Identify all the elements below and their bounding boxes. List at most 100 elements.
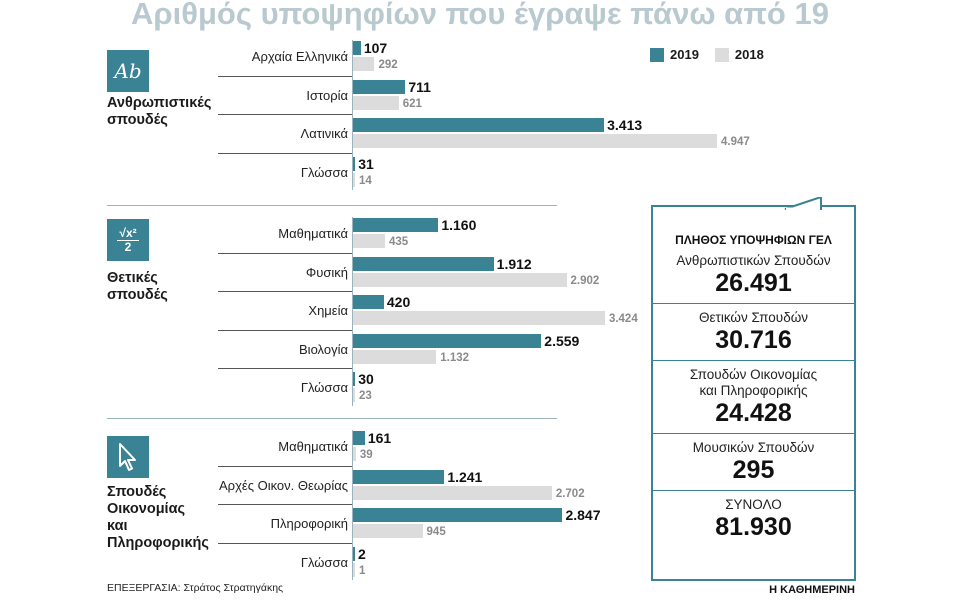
bar-2018 <box>353 134 717 148</box>
subject-label: Ιστορία <box>306 87 348 103</box>
value-label-2018: 292 <box>378 59 398 71</box>
panel-entry-value: 24.428 <box>715 399 792 427</box>
value-label-2019: 2.559 <box>544 332 580 349</box>
row-divider <box>218 114 352 115</box>
subject-label: Λατινικά <box>300 126 348 141</box>
group-label-line: Οικονομίας <box>107 501 186 517</box>
panel-entry-label: Θετικών Σπουδών <box>699 310 808 325</box>
legend-label-2018: 2018 <box>734 47 764 62</box>
legend-swatch-2019 <box>650 47 664 62</box>
cursor-arrow-glyph <box>119 443 136 471</box>
group-label-line: Ανθρωπιστικές <box>107 95 212 111</box>
bar-2018 <box>353 349 437 364</box>
panel-entries: Ανθρωπιστικών Σπουδών 26.491 Θετικών Σπουδ… <box>653 253 854 541</box>
legend-item-2018: 2018 <box>714 47 764 62</box>
panel-entry-label: Σπουδών Οικονομίας <box>689 367 818 382</box>
subject-label: Γλώσσα <box>300 554 348 570</box>
group-label-line: και <box>107 518 128 534</box>
legend-swatch-2018 <box>714 47 729 62</box>
group-separator <box>107 418 557 419</box>
group-label: Ανθρωπιστικές σπουδές <box>107 95 211 129</box>
bar-2019 <box>353 469 445 484</box>
bar-2019 <box>353 218 439 232</box>
group-separator <box>107 205 557 206</box>
legend-label-2019: 2019 <box>670 47 699 62</box>
value-axis <box>352 430 353 580</box>
subject-label: Πληροφορική <box>270 516 348 531</box>
subject-label: Φυσική <box>305 264 348 280</box>
bar-2018 <box>353 234 385 248</box>
panel-entry: Ανθρωπιστικών Σπουδών 26.491 <box>653 253 854 297</box>
bar-2019 <box>353 546 355 561</box>
panel-divider <box>653 360 854 361</box>
bar-2019 <box>353 431 365 445</box>
bar-2018 <box>353 272 567 287</box>
value-label-2019: 2.847 <box>565 507 601 523</box>
panel-entry: Θετικών Σπουδών 30.716 <box>653 310 854 354</box>
formula-denominator: 2 <box>124 239 132 254</box>
value-label-2019: 1.241 <box>447 468 483 485</box>
subject-label: Χημεία <box>308 303 348 318</box>
panel-entry-value: 26.491 <box>715 269 792 297</box>
value-label-2019: 3.413 <box>607 117 643 133</box>
panel-entry-value: 30.716 <box>715 326 792 354</box>
row-divider <box>218 465 352 467</box>
formula-numerator: √x² <box>117 225 139 241</box>
bar-2019 <box>353 295 384 309</box>
panel-entry: Μουσικών Σπουδών 295 <box>653 440 854 484</box>
bar-2018 <box>353 562 355 577</box>
totals-panel: ΠΛΗΘΟΣ ΥΠΟΨΗΦΙΩΝ ΓΕΛ Ανθρωπιστικών Σπουδ… <box>651 205 856 581</box>
panel-divider <box>653 433 854 434</box>
subject-label: Μαθηματικά <box>278 226 348 241</box>
panel-pointer <box>784 197 822 211</box>
formula-icon-text: √x² 2 <box>117 225 139 254</box>
value-label-2019: 30 <box>358 371 374 387</box>
bar-2019 <box>353 118 605 132</box>
value-label-2018: 4.947 <box>721 136 750 148</box>
value-label-2018: 1 <box>359 564 366 577</box>
bar-2019 <box>353 372 356 386</box>
ab-icon-text: Ab <box>114 59 142 83</box>
value-label-2018: 3.424 <box>608 313 638 325</box>
bar-2018 <box>353 172 355 187</box>
publisher-brand: Η ΚΑΘΗΜΕΡΙΝΗ <box>769 584 855 596</box>
bar-2019 <box>353 508 563 522</box>
panel-entry: Σπουδών Οικονομίας και Πληροφορικής 24.428 <box>653 367 854 427</box>
value-label-2018: 2.702 <box>555 487 585 500</box>
ab-letters-icon: Ab <box>107 50 149 92</box>
subject-label: Γλώσσα <box>300 380 348 395</box>
panel-entry: ΣΥΝΟΛΟ 81.930 <box>653 497 854 541</box>
bar-2018 <box>353 524 423 538</box>
value-label-2018: 39 <box>359 449 373 461</box>
subject-label: Αρχές Οικον. Θεωρίας <box>219 477 348 493</box>
value-label-2018: 621 <box>402 97 422 110</box>
bar-2019 <box>353 333 542 348</box>
value-axis <box>352 40 353 190</box>
legend-item-2019: 2019 <box>650 47 699 62</box>
group-label: Θετικές σπουδές <box>107 270 168 304</box>
bar-2018 <box>353 388 355 402</box>
value-label-2019: 711 <box>408 78 431 95</box>
group-label: Σπουδές Οικονομίας και Πληροφορικής <box>107 484 209 552</box>
value-label-2019: 420 <box>386 294 411 310</box>
subject-label: Μαθηματικά <box>278 439 348 454</box>
value-label-2019: 31 <box>358 155 374 172</box>
value-label-2019: 161 <box>367 430 392 446</box>
bar-2018 <box>353 447 356 461</box>
bar-2019 <box>353 156 356 171</box>
value-axis <box>352 217 353 406</box>
value-label-2018: 435 <box>389 236 409 248</box>
subject-label: Γλώσσα <box>300 164 348 180</box>
row-divider <box>218 329 352 331</box>
panel-divider <box>653 490 854 491</box>
row-divider <box>218 291 352 292</box>
bar-2018 <box>353 485 552 500</box>
value-label-2018: 945 <box>426 526 446 538</box>
row-divider <box>218 75 352 77</box>
panel-entry-value: 81.930 <box>715 513 792 541</box>
chart-title: Αριθμός υποψηφίων που έγραψε πάνω από 19 <box>131 0 829 31</box>
bar-2018 <box>353 95 399 110</box>
panel-entry-label: και Πληροφορικής <box>699 383 808 398</box>
panel-entry-value: 295 <box>732 456 775 484</box>
cursor-arrow-icon <box>107 436 149 478</box>
